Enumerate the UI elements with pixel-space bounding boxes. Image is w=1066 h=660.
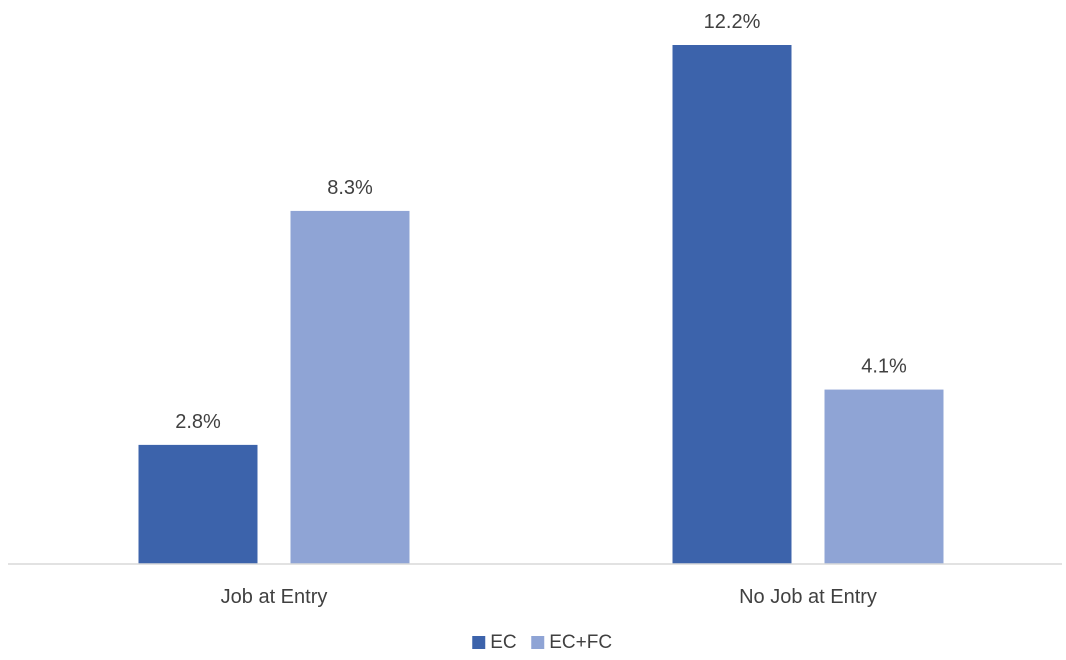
legend-label-ec-fc: EC+FC [549, 632, 612, 653]
legend-label-ec: EC [490, 632, 516, 653]
bar-ec-fc-job-at-entry [290, 210, 410, 564]
category-label-no-job-at-entry: No Job at Entry [739, 586, 877, 608]
data-label-ec-job-at-entry: 2.8% [175, 411, 221, 433]
category-labels: Job at Entry No Job at Entry [221, 586, 877, 608]
bar-ec-no-job-at-entry [672, 45, 792, 564]
bars [138, 45, 944, 564]
legend-swatch-ec-fc [531, 636, 545, 649]
data-label-ec-fc-job-at-entry: 8.3% [327, 177, 373, 199]
bar-ec-job-at-entry [138, 444, 258, 564]
category-label-job-at-entry: Job at Entry [221, 586, 328, 608]
bar-ec-fc-no-job-at-entry [824, 389, 944, 564]
data-label-ec-fc-no-job-at-entry: 4.1% [861, 356, 907, 378]
data-labels: 2.8% 8.3% 12.2% 4.1% [175, 11, 907, 433]
data-label-ec-no-job-at-entry: 12.2% [704, 11, 761, 33]
legend-swatch-ec [472, 636, 486, 649]
legend: EC EC+FC [472, 632, 612, 653]
